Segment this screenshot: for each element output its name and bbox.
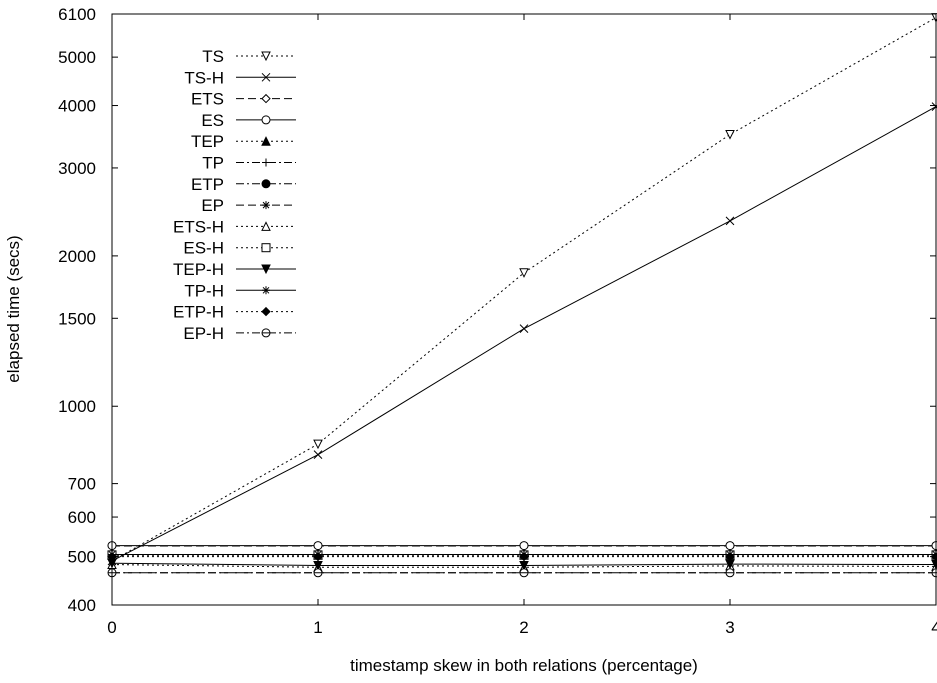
data-point-ts-h [313,450,323,460]
legend-item-tep-h: TEP-H [173,260,296,279]
y-tick-label: 1500 [58,309,96,328]
legend-marker-ets-h [261,221,271,231]
legend-label: ETS [191,90,224,109]
data-point-tep-h [313,560,323,571]
legend-marker-es [261,115,271,125]
legend-item-ts-h: TS-H [184,68,296,87]
series-ts-h [107,102,937,566]
legend: TS TS-H ETS ES TEP TP ETP EP ETS-H ES-H TEP-H TP-H E… [173,47,296,343]
x-axis-label: timestamp skew in both relations (percen… [350,656,698,675]
legend-marker-tep-h [261,264,271,275]
data-point-etp-h [725,551,735,562]
legend-item-tp-h: TP-H [184,281,296,300]
y-tick-label: 700 [68,475,96,494]
y-tick-label: 1000 [58,397,96,416]
legend-item-etp: ETP [191,175,296,194]
legend-marker-ts [261,51,271,62]
series-line-ets-h [111,564,937,568]
legend-item-ep-h: EP-H [183,324,296,343]
data-point-tep-h [519,560,529,571]
legend-label: ES-H [183,239,224,258]
legend-item-ets: ETS [191,90,296,109]
series-line-ts [111,17,937,562]
legend-label: TS [202,47,224,66]
legend-label: EP-H [183,324,224,343]
y-tick-label: 500 [68,548,96,567]
y-tick-label: 2000 [58,247,96,266]
series-ts [107,13,937,567]
y-tick-label: 3000 [58,159,96,178]
legend-item-es-h: ES-H [183,239,296,258]
data-point-etp-h [519,551,529,562]
legend-marker-tp-h [262,286,270,295]
y-tick-label: 4000 [58,97,96,116]
legend-marker-ep-h [261,328,271,338]
series-layer [107,13,937,578]
data-point-ep-h [313,568,323,578]
legend-marker-tp [262,158,270,167]
series-tep-h [107,558,937,571]
x-tick-label: 0 [107,618,116,637]
data-point-ts-h [725,216,735,226]
legend-marker-ets [261,93,271,104]
legend-marker-etp [261,179,271,189]
y-tick-label: 6100 [58,5,96,24]
data-point-es [313,541,323,551]
legend-label: ES [201,111,224,130]
axis-ticks: 0 1 2 3 4 400 500 600 700 1000 1500 2000 3000 4000 500… [58,5,937,637]
legend-label: ETS-H [173,217,224,236]
x-tick-label: 2 [519,618,528,637]
legend-label: ETP-H [173,303,224,322]
x-tick-label: 3 [725,618,734,637]
data-point-etp-h [313,551,323,562]
legend-item-ets-h: ETS-H [173,217,296,236]
legend-marker-etp-h [261,306,271,317]
legend-marker-tep [261,136,271,146]
x-tick-label: 1 [313,618,322,637]
legend-label: EP [201,196,224,215]
legend-item-etp-h: ETP-H [173,303,296,322]
y-tick-label: 600 [68,508,96,527]
y-tick-label: 5000 [58,48,96,67]
legend-marker-ts-h [261,72,271,82]
legend-item-es: ES [201,111,296,130]
data-point-ep-h [725,568,735,578]
legend-item-tp: TP [202,154,296,173]
legend-label: TP [202,154,224,173]
legend-label: TP-H [184,281,224,300]
series-line-ts-h [111,106,937,562]
legend-marker-ep [262,201,270,210]
series-ep-h [107,568,937,578]
series-es [107,541,937,551]
legend-item-tep: TEP [191,132,296,151]
legend-label: TEP [191,132,224,151]
y-axis-label: elapsed time (secs) [4,235,23,382]
data-point-ts [313,439,323,450]
legend-label: TEP-H [173,260,224,279]
legend-item-ts: TS [202,47,296,66]
plot-frame [111,13,937,606]
data-point-es [519,541,529,551]
data-point-es [725,541,735,551]
x-tick-label: 4 [931,618,937,637]
legend-label: TS-H [184,68,224,87]
data-point-ep-h [519,568,529,578]
y-tick-label: 400 [68,596,96,615]
legend-label: ETP [191,175,224,194]
data-point-ts-h [519,324,529,334]
series-etp-h [107,551,937,562]
data-point-ts [725,130,735,140]
data-point-ts [519,268,529,278]
legend-marker-es-h [261,243,271,253]
legend-item-ep: EP [201,196,296,215]
